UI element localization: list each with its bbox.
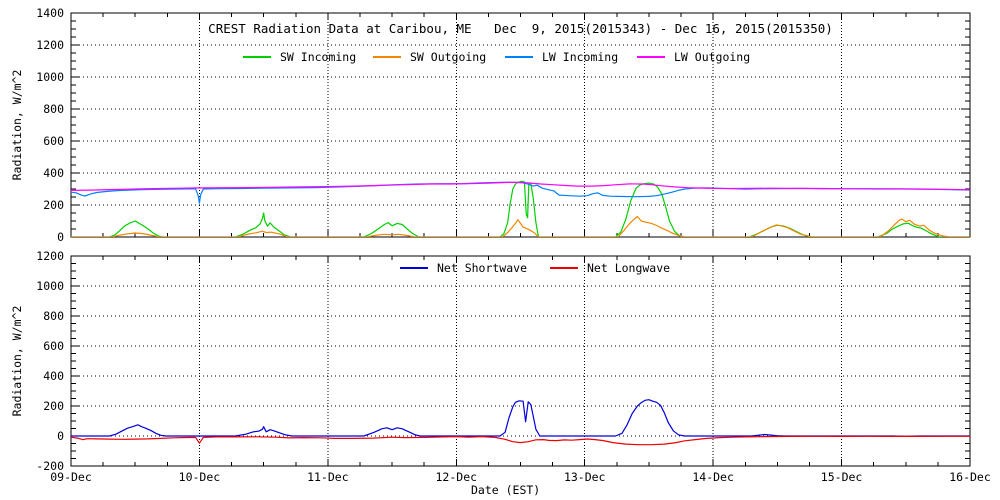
sw-outgoing-line-swatch-icon: [373, 56, 401, 58]
x-tick-label: 13-Dec: [564, 470, 606, 484]
x-axis-label: Date (EST): [471, 483, 541, 497]
legend-label: LW Incoming: [542, 50, 619, 64]
panel-border: [70, 255, 971, 467]
lw-incoming-line-swatch-icon: [505, 56, 533, 58]
y-tick-label: 800: [43, 102, 64, 116]
series-sw-outgoing: [71, 215, 970, 237]
y-tick-label: 200: [43, 399, 64, 413]
legend-item-lw-outgoing: LW Outgoing: [637, 50, 750, 64]
legend-item-net-shortwave: Net Shortwave: [400, 261, 527, 275]
sw-incoming-line-swatch-icon: [243, 56, 271, 58]
y-tick-label: 400: [43, 369, 64, 383]
series-sw-incoming: [71, 180, 970, 237]
panel-border: [70, 12, 971, 238]
series-net-shortwave: [71, 399, 970, 437]
y-tick-label: 800: [43, 309, 64, 323]
y-tick-label: 600: [43, 339, 64, 353]
x-tick-label: 12-Dec: [436, 470, 478, 484]
x-tick-label: 10-Dec: [179, 470, 221, 484]
y-tick-label: 600: [43, 134, 64, 148]
legend-label: Net Shortwave: [437, 261, 528, 275]
chart-title: CREST Radiation Data at Caribou, ME Dec …: [208, 21, 833, 36]
net-shortwave-line-swatch-icon: [400, 267, 428, 269]
y-tick-label: 1000: [36, 70, 64, 84]
legend-label: Net Longwave: [587, 261, 671, 275]
lw-outgoing-line-swatch-icon: [637, 56, 665, 58]
legend-item-sw-outgoing: SW Outgoing: [373, 50, 486, 64]
series-net-longwave: [71, 435, 970, 446]
legend-item-lw-incoming: LW Incoming: [505, 50, 618, 64]
x-tick-label: 14-Dec: [692, 470, 734, 484]
y-tick-label: 200: [43, 198, 64, 212]
y-tick-label: 1000: [36, 279, 64, 293]
y-tick-label: 0: [57, 230, 64, 244]
y-tick-label: 0: [57, 429, 64, 443]
y-tick-label: 1400: [36, 6, 64, 20]
x-tick-label: 11-Dec: [307, 470, 349, 484]
y-axis-label-top: Radiation, W/m^2: [10, 69, 24, 181]
y-tick-label: 400: [43, 166, 64, 180]
y-tick-label: -200: [36, 459, 64, 473]
net-longwave-line-swatch-icon: [550, 267, 578, 269]
x-tick-label: 15-Dec: [821, 470, 863, 484]
x-tick-label: 09-Dec: [50, 470, 92, 484]
y-tick-label: 1200: [36, 249, 64, 263]
series-lw-outgoing: [71, 181, 970, 191]
series-lw-incoming: [71, 181, 970, 204]
y-tick-label: 1200: [36, 38, 64, 52]
y-axis-label-bottom: Radiation, W/m^2: [10, 305, 24, 417]
legend-item-net-longwave: Net Longwave: [550, 261, 670, 275]
legend-label: SW Outgoing: [410, 50, 487, 64]
legend-label: LW Outgoing: [674, 50, 751, 64]
legend-label: SW Incoming: [280, 50, 357, 64]
x-tick-label: 16-Dec: [949, 470, 991, 484]
legend-item-sw-incoming: SW Incoming: [243, 50, 356, 64]
